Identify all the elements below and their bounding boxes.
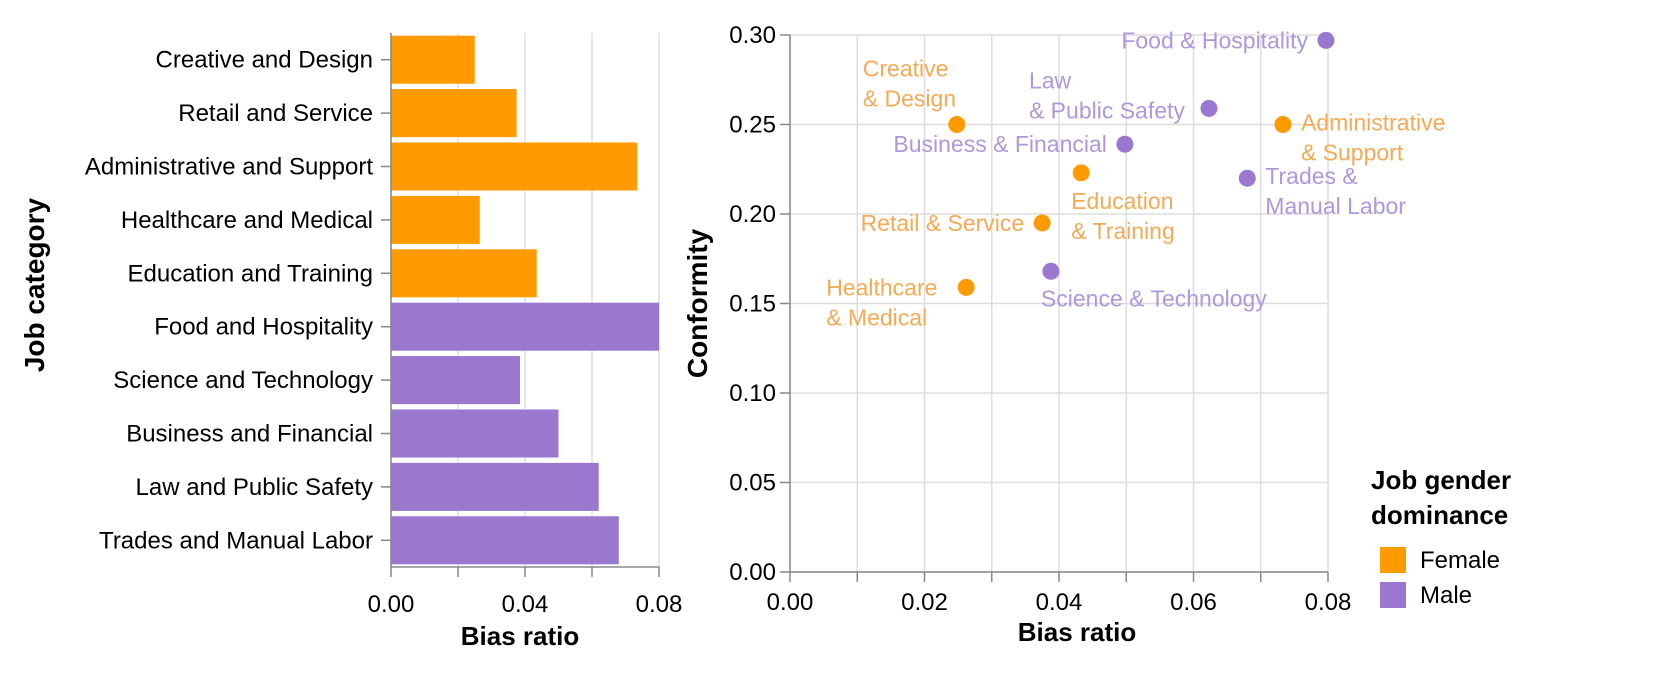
x-tick-label: 0.06	[1170, 589, 1217, 616]
point-label-line: Food & Hospitality	[1121, 27, 1308, 53]
scatter-point	[1274, 116, 1292, 133]
point-label-line: Education	[1071, 188, 1173, 214]
point-label: Education & Training	[1071, 188, 1175, 244]
legend-label: Female	[1420, 547, 1500, 574]
bar	[391, 356, 520, 405]
point-label-line: & Training	[1071, 218, 1175, 244]
scatter-point	[1033, 214, 1051, 232]
x-tick-label: 0.02	[901, 589, 948, 616]
y-tick-label: 0.15	[729, 291, 776, 318]
point-label-line: & Medical	[826, 304, 927, 330]
point-label: Law & Public Safety	[1029, 67, 1185, 123]
y-axis-title: Conformity	[682, 228, 713, 378]
bar	[391, 249, 537, 298]
y-tick-label: Healthcare and Medical	[121, 207, 373, 234]
y-tick-label: 0.10	[729, 380, 776, 407]
y-tick-label: 0.30	[729, 22, 776, 49]
point-label-line: Retail & Service	[861, 210, 1025, 236]
y-tick-label: 0.25	[729, 112, 776, 139]
point-label: Administrative & Support	[1301, 110, 1445, 166]
y-tick-label: Trades and Manual Labor	[99, 527, 373, 554]
bar	[391, 35, 475, 84]
scatter-point	[1200, 99, 1218, 117]
scatter-point	[1317, 31, 1335, 49]
scatter-point	[1238, 169, 1256, 187]
y-tick-label: Education and Training	[127, 260, 373, 287]
point-label: Retail & Service	[861, 210, 1025, 236]
bar	[391, 409, 559, 458]
y-tick-label: Food and Hospitality	[154, 314, 373, 341]
point-label-line: Healthcare	[826, 274, 937, 300]
legend-title: dominance	[1371, 500, 1508, 530]
bar	[391, 89, 517, 138]
bar	[391, 302, 659, 351]
point-label-line: Trades &	[1265, 163, 1357, 189]
scatter-point	[1116, 135, 1134, 153]
x-tick-label: 0.08	[636, 591, 683, 618]
y-axis-title: Job category	[19, 197, 50, 372]
legend-swatch	[1380, 582, 1406, 608]
y-tick-label: 0.00	[729, 559, 776, 586]
point-label-line: Business & Financial	[893, 131, 1107, 157]
point-label: Healthcare & Medical	[826, 274, 937, 330]
x-axis-title: Bias ratio	[1018, 617, 1137, 647]
y-tick-label: Law and Public Safety	[136, 474, 373, 501]
x-tick-label: 0.04	[502, 591, 549, 618]
legend-title: Job gender	[1371, 465, 1511, 495]
bar	[391, 516, 619, 565]
bar	[391, 142, 638, 191]
bar	[391, 462, 599, 511]
point-label-line: Administrative	[1301, 110, 1445, 136]
legend: Job gender dominance Female Male	[1371, 465, 1511, 609]
point-label: Science & Technology	[1041, 285, 1267, 311]
point-label-line: Science & Technology	[1041, 285, 1267, 311]
bar-chart: Creative and Design Retail and Service Adm…	[19, 33, 682, 651]
scatter-point	[957, 278, 975, 296]
x-axis-title: Bias ratio	[461, 621, 580, 651]
y-tick-label: 0.05	[729, 470, 776, 497]
point-label: Business & Financial	[893, 131, 1107, 157]
point-label-line: & Support	[1301, 140, 1404, 166]
legend-label: Male	[1420, 582, 1472, 609]
scatter-point	[1072, 164, 1090, 182]
point-label-line: Law	[1029, 67, 1072, 93]
x-tick-label: 0.00	[767, 589, 814, 616]
y-tick-label: Administrative and Support	[85, 154, 373, 181]
y-tick-label: 0.20	[729, 201, 776, 228]
bar	[391, 195, 480, 244]
x-tick-label: 0.04	[1036, 589, 1083, 616]
y-tick-label: Creative and Design	[156, 47, 373, 74]
legend-swatch	[1380, 547, 1406, 573]
y-tick-label: Business and Financial	[126, 421, 373, 448]
scatter-point	[1042, 262, 1060, 280]
scatter-point	[948, 116, 966, 133]
scatter-chart: 0.00 0.05 0.10 0.15 0.20 0.25 0.30 0.00 0.02 0.04…	[682, 22, 1445, 647]
point-label: Trades & Manual Labor	[1265, 163, 1406, 219]
point-label-line: & Design	[863, 86, 956, 112]
point-label: Creative & Design	[863, 56, 956, 112]
point-label-line: & Public Safety	[1029, 97, 1185, 123]
point-label-line: Creative	[863, 56, 949, 82]
x-tick-label: 0.00	[368, 591, 415, 618]
x-tick-label: 0.08	[1305, 589, 1352, 616]
y-tick-label: Science and Technology	[113, 367, 373, 394]
point-label-line: Manual Labor	[1265, 193, 1406, 219]
point-label: Food & Hospitality	[1121, 27, 1308, 53]
y-tick-label: Retail and Service	[178, 100, 373, 127]
